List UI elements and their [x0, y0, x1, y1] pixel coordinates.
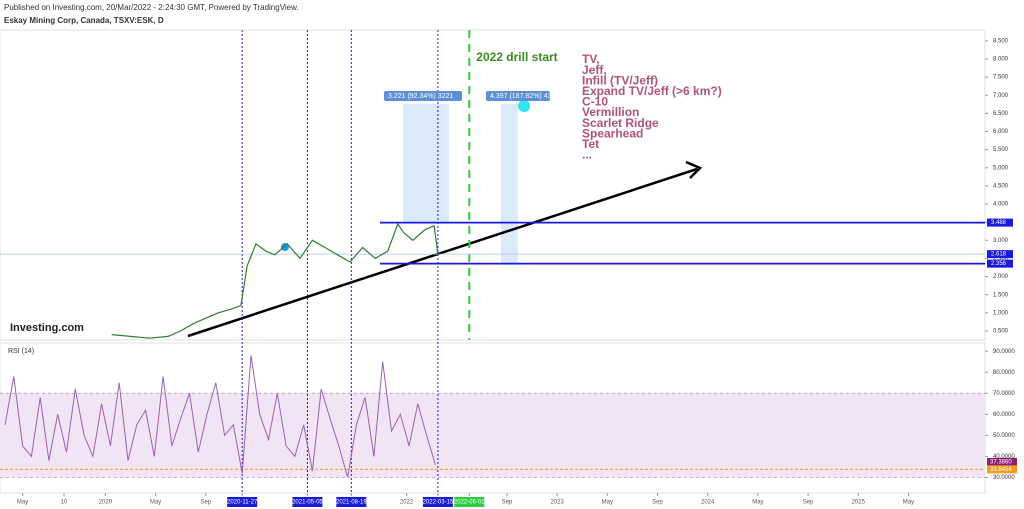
x-tick-label: 2020 — [99, 500, 113, 506]
measure-tag — [486, 91, 550, 101]
price-tag — [987, 250, 1013, 259]
target-item: C-10 — [582, 95, 608, 109]
measure-box — [501, 104, 518, 265]
y-tick-label: 1.500 — [993, 292, 1009, 298]
x-tick-label: May — [903, 500, 914, 506]
measure-box — [403, 104, 449, 222]
star — [518, 100, 530, 112]
target-item: TV, — [582, 52, 600, 66]
measure-tag — [384, 91, 462, 101]
rsi-tick-label: 40.0000 — [993, 454, 1015, 460]
rsi-tick-label: 30.0000 — [993, 475, 1015, 481]
rsi-tag — [987, 465, 1017, 474]
target-item: ... — [582, 148, 592, 162]
rsi-tag — [987, 457, 1017, 466]
source: Published on Investing.com, 20/Mar/2022 … — [4, 3, 299, 12]
y-tick-label: 7.000 — [993, 93, 1009, 99]
rsi-title: RSI (14) — [8, 348, 34, 355]
x-tick-label: May — [150, 500, 161, 506]
x-tick-label: 2021-05-05 — [292, 500, 323, 506]
rsi-band — [0, 393, 985, 478]
y-tick-label: 0.500 — [993, 329, 1009, 335]
target-item: Tet — [582, 137, 599, 151]
x-tick-label: Sep — [502, 500, 513, 506]
price-tag-label: 3.488 — [991, 220, 1007, 226]
y-tick-label: 8.000 — [993, 57, 1009, 63]
x-tick-label: 2021-08-19 — [336, 500, 367, 506]
rsi-tick-label: 90.0000 — [993, 349, 1015, 355]
x-tick-label: 2020-11-27 — [227, 500, 258, 506]
x-tick-label: 10 — [61, 500, 68, 506]
price-panel — [0, 29, 986, 341]
y-tick-label: 1.000 — [993, 310, 1009, 316]
x-tick-label: 2025 — [852, 500, 866, 506]
x-tick-label: Sep — [652, 500, 663, 506]
y-tick-label: 6.500 — [993, 111, 1009, 117]
target-item: Expand TV/Jeff (>6 km?) — [582, 84, 722, 98]
date-box — [454, 497, 485, 507]
y-tick-label: 7.500 — [993, 75, 1009, 81]
x-tick-label: 2023 — [550, 500, 564, 506]
price-tag — [987, 218, 1013, 227]
x-tick-label: 2022-03-15 — [423, 500, 454, 506]
x-tick-label: 2022-06-01 — [454, 500, 485, 506]
y-tick-label: 5.000 — [993, 165, 1009, 171]
y-tick-label: 2.500 — [993, 256, 1009, 262]
arrow-head — [685, 160, 703, 179]
y-tick-label: 8.500 — [993, 38, 1009, 44]
target-item: Scarlet Ridge — [582, 116, 659, 130]
x-tick-label: Sep — [200, 500, 211, 506]
y-tick-label: 4.000 — [993, 202, 1009, 208]
target-item: Vermillion — [582, 105, 639, 119]
rsi-tick-label: 80.0000 — [993, 370, 1015, 376]
date-box — [292, 497, 323, 507]
x-tick-label: May — [752, 500, 763, 506]
y-tick-label: 2.000 — [993, 274, 1009, 280]
price-tag-label: 2.356 — [991, 261, 1007, 267]
chart-title: Eskay Mining Corp, Canada, TSXV:ESK, D — [4, 16, 164, 25]
logo: Investing.com — [10, 322, 84, 334]
x-tick-label: Sep — [803, 500, 814, 506]
y-tick-label: 4.500 — [993, 183, 1009, 189]
rsi-tick-label: 60.0000 — [993, 412, 1015, 418]
y-tick-label: 3.000 — [993, 238, 1009, 244]
y-tick-label: 6.000 — [993, 129, 1009, 135]
drill-label: 2022 drill start — [476, 50, 557, 64]
rsi-tag-label: 37.3860 — [990, 459, 1012, 465]
rsi-tag-label: 33.8454 — [990, 467, 1012, 473]
rsi-line — [4, 355, 436, 478]
price-tag — [987, 259, 1013, 268]
y-tick-label: 5.500 — [993, 147, 1009, 153]
date-box — [422, 497, 453, 507]
trend-arrow — [187, 167, 698, 338]
rsi-tick-label: 50.0000 — [993, 433, 1015, 439]
measure-label: 3.221 (92.34%) 3221 — [388, 93, 453, 100]
x-tick-label: May — [602, 500, 613, 506]
x-tick-label: 2022 — [400, 500, 414, 506]
target-item: Jeff, — [582, 63, 607, 77]
event-icon — [281, 243, 289, 251]
x-tick-label: 2024 — [701, 500, 715, 506]
target-item: Infill (TV/Jeff) — [582, 73, 658, 87]
date-box — [336, 497, 367, 507]
measure-label: 4.397 (187.82%) 4397 — [490, 93, 559, 100]
date-box — [227, 497, 258, 507]
price-tag-label: 2.618 — [991, 252, 1007, 258]
target-item: Spearhead — [582, 126, 643, 140]
rsi-tick-label: 70.0000 — [993, 391, 1015, 397]
price-line — [111, 222, 439, 339]
x-tick-label: May — [17, 500, 28, 506]
